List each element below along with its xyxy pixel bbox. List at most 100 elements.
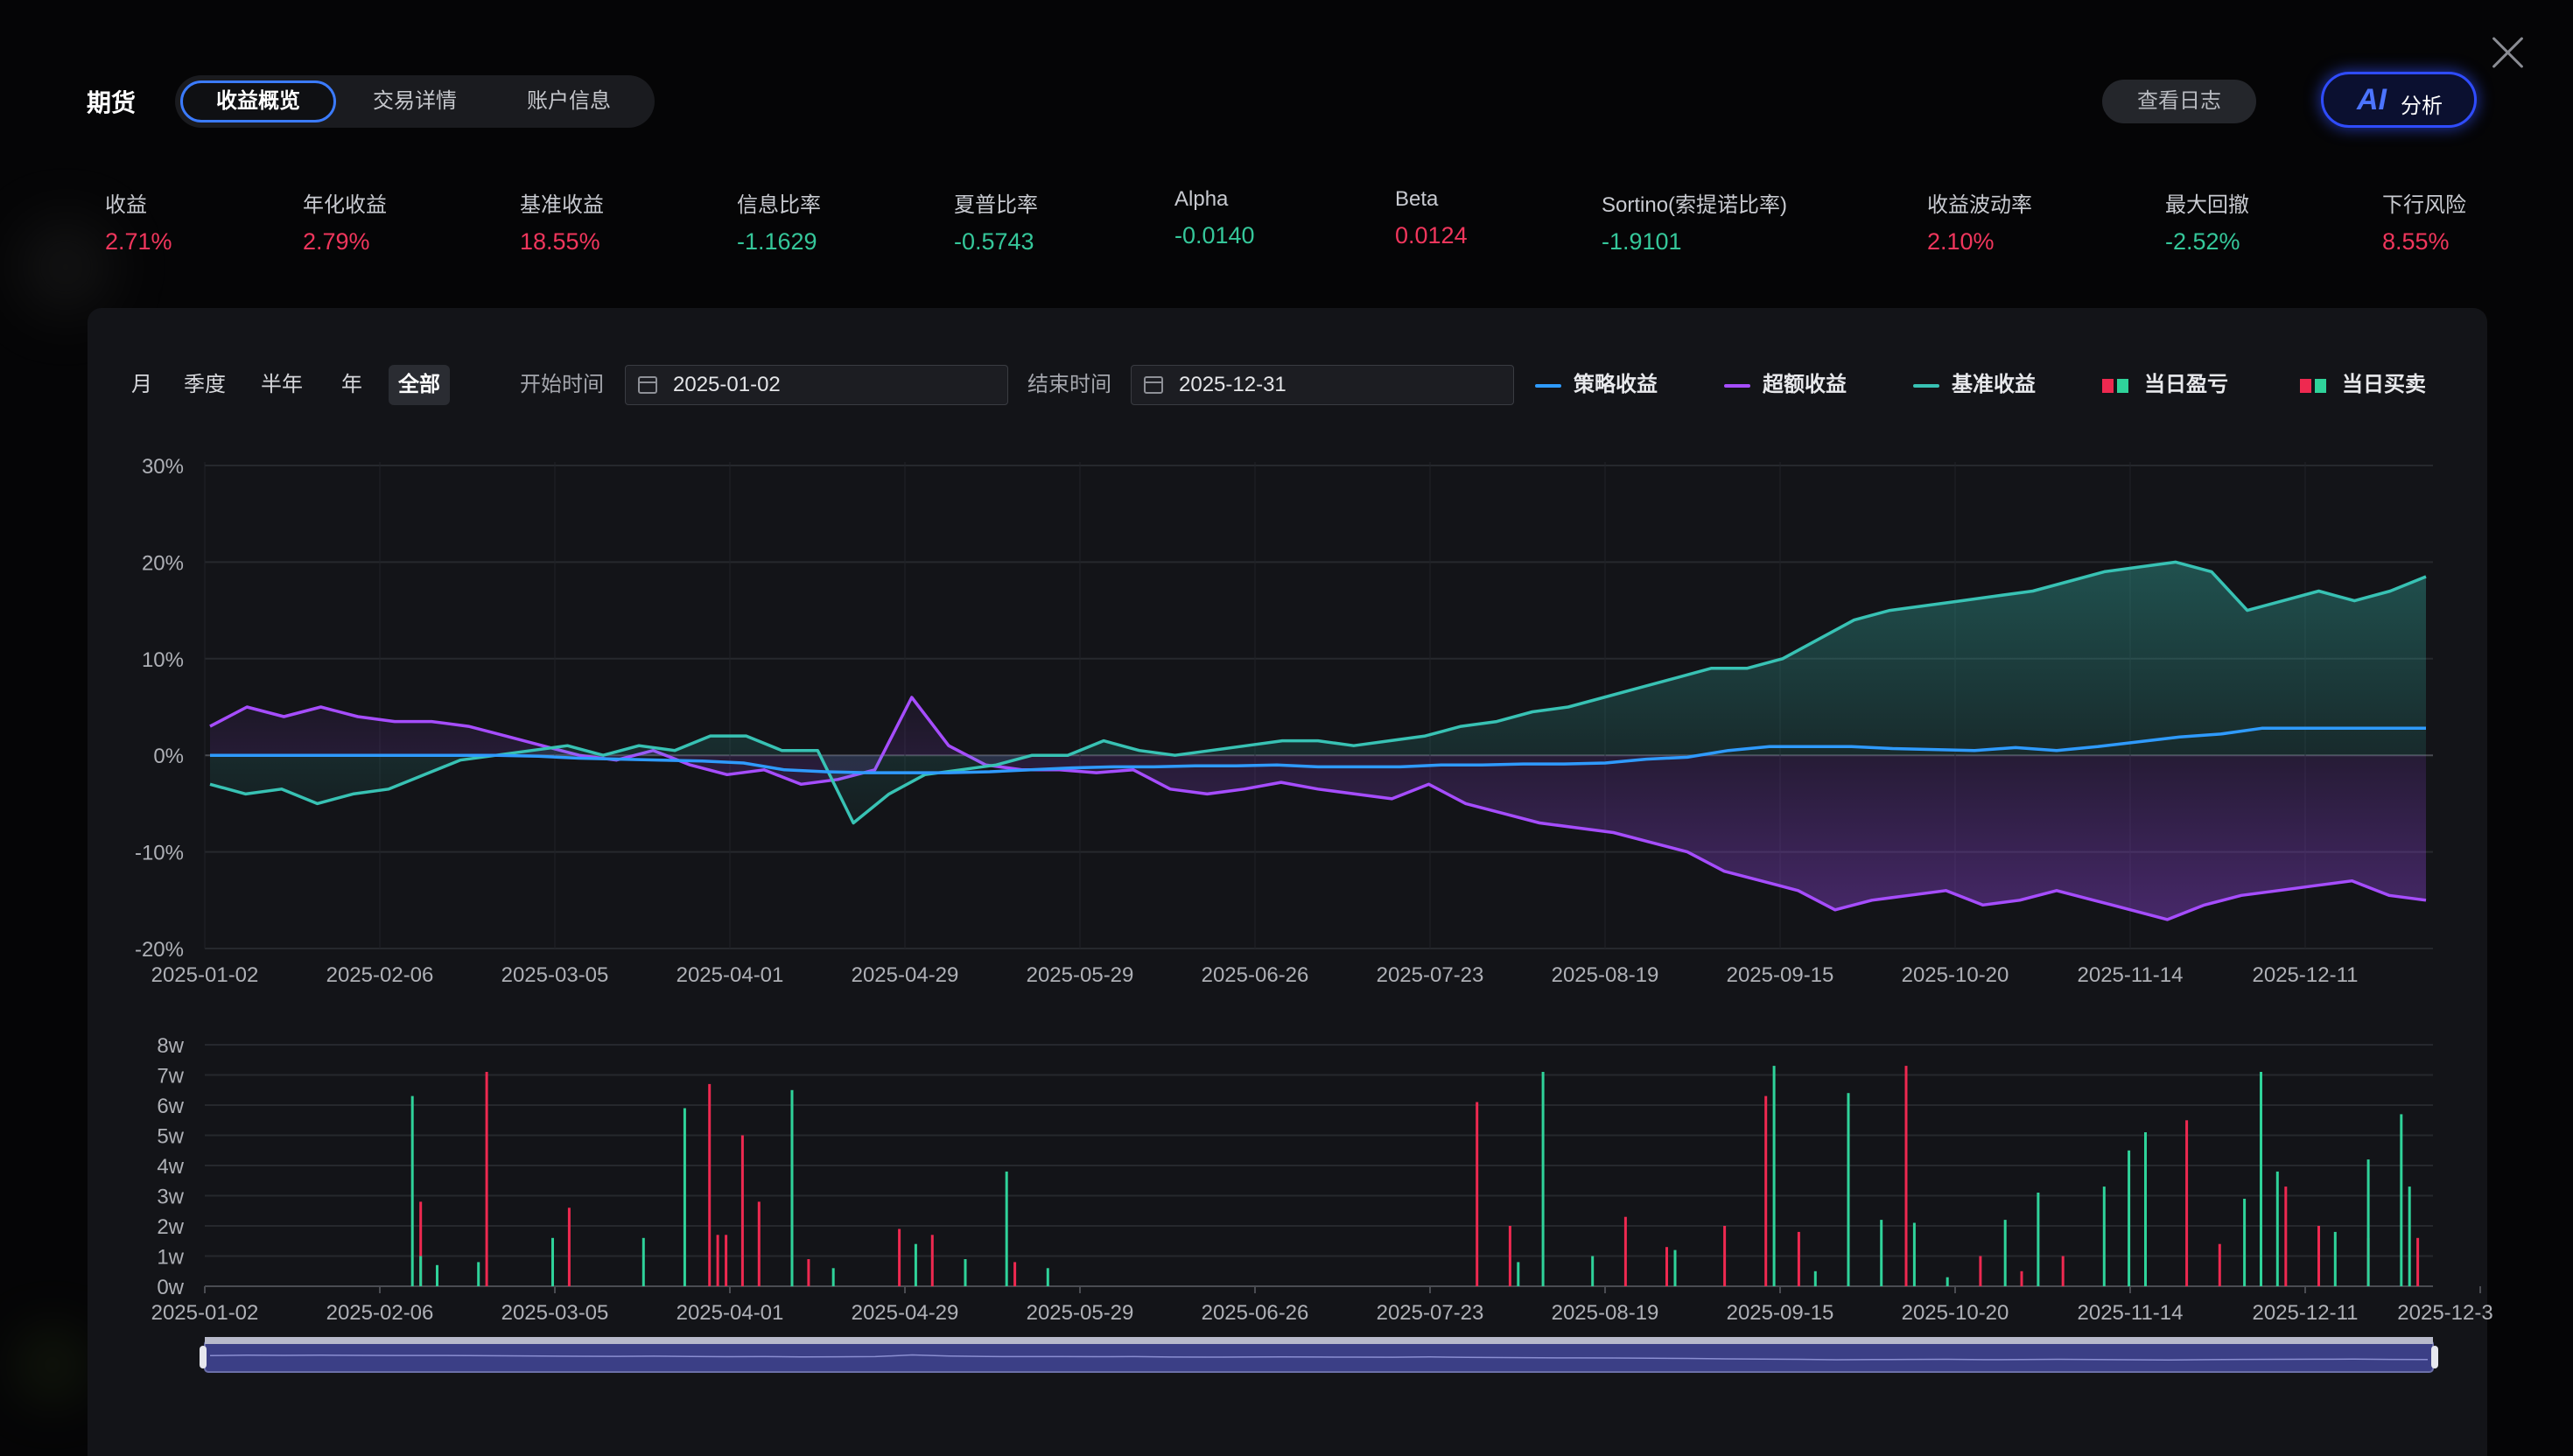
zoom-handle-right [2431,1346,2438,1368]
range-all[interactable]: 全部 [389,365,450,405]
legend-label: 策略收益 [1574,373,1658,396]
legend-label: 超额收益 [1763,373,1847,396]
range-month[interactable]: 月 [131,373,152,396]
legend-square-icon [2315,378,2326,393]
legend-square-icon [2117,378,2128,393]
buy-bar [807,1259,810,1286]
x-tick-label: 2025-02-06 [326,1301,434,1325]
legend-square-icon [2102,378,2114,393]
y-tick-label: -10% [135,842,184,865]
range-quarter[interactable]: 季度 [184,373,226,396]
buy-bar [2218,1243,2221,1286]
benchmark-return-line [209,560,2427,825]
buy-bar [1979,1256,1982,1286]
calendar-icon [1144,376,1163,394]
buy-bar [716,1235,719,1286]
sell-bar [1772,1066,1776,1286]
sell-bar [790,1089,794,1287]
x-tick-label: 2025-10-20 [1902,1301,2009,1325]
buy-bar [485,1072,488,1286]
view-log-button[interactable]: 查看日志 [2102,80,2256,123]
metric-benchmark-return: 基准收益 18.55% [520,187,604,256]
buy-bar [1013,1262,1017,1286]
tab-trade-details[interactable]: 交易详情 [373,89,457,113]
metric-label: 基准收益 [520,193,604,217]
legend-excess-return[interactable]: 超额收益 [1724,365,1847,405]
tab-account-info[interactable]: 账户信息 [527,89,611,113]
x-tick-label: 2025-11-14 [2078,963,2184,987]
buy-bar [2284,1186,2288,1286]
legend-daily-pnl[interactable]: 当日盈亏 [2102,365,2228,405]
buy-bar [419,1201,423,1286]
x-tick-label: 2025-01-02 [151,963,259,987]
metric-value: -1.9101 [1602,228,1682,255]
tab-overview[interactable]: 收益概览 [180,80,336,122]
sell-bar [1005,1171,1008,1286]
sell-bar [1880,1220,1883,1286]
sell-bar [1541,1072,1545,1286]
legend-benchmark-return[interactable]: 基准收益 [1913,365,2036,405]
metric-label: Beta [1395,187,1439,211]
legend-strategy-return[interactable]: 策略收益 [1535,365,1658,405]
metric-label: 下行风险 [2382,193,2466,217]
page-title: 期货 [87,89,137,116]
start-date-input[interactable]: 2025-01-02 [625,365,1008,405]
x-tick-label: 2025-03-05 [501,963,609,987]
legend-line-icon [1724,383,1750,388]
metrics-row: 收益 2.71% 年化收益 2.79% 基准收益 18.55% 信息比率 -1.1629… [0,187,2573,266]
metric-downside-risk: 下行风险 8.55% [2382,187,2466,256]
x-tick-label: 2025-02-06 [326,963,434,987]
sell-bar [2408,1186,2411,1286]
x-tick-label: 2025-09-15 [1727,1301,1834,1325]
strategy-return-line [210,726,2426,774]
metric-label: 夏普比率 [954,193,1038,217]
y-tick-label: 8w [157,1034,184,1058]
sell-bar [477,1262,480,1286]
y-tick-label: 4w [157,1155,184,1179]
sell-bar [2037,1193,2040,1286]
metric-return: 收益 2.71% [105,187,172,256]
range-year[interactable]: 年 [341,373,362,396]
metric-value: 0.0124 [1395,222,1468,248]
sell-bar [2275,1171,2279,1286]
sell-bar [1813,1270,1817,1287]
sell-bar [914,1243,917,1286]
buy-bar [1665,1247,1668,1286]
legend-label: 当日盈亏 [2144,373,2228,396]
buy-bar [1904,1066,1908,1286]
benchmark-return-area [210,562,2426,823]
metric-label: 信息比率 [737,193,821,217]
legend-daily-trades[interactable]: 当日买卖 [2300,365,2426,405]
sell-bar [2102,1186,2106,1286]
excess-return-area [210,697,2426,920]
y-tick-label: 7w [157,1065,184,1088]
x-tick-label: 2025-06-26 [1202,1301,1309,1325]
sell-bar [2144,1132,2147,1286]
tab-bar: 收益概览 交易详情 账户信息 [175,75,655,128]
y-tick-label: 0w [157,1276,184,1299]
start-time-label: 开始时间 [520,373,604,396]
end-date-input[interactable]: 2025-12-31 [1131,365,1514,405]
ai-analysis-button[interactable]: AI 分析 [2321,72,2477,128]
metric-max-drawdown: 最大回撤 -2.52% [2165,187,2249,256]
x-tick-label: 2025-08-19 [1552,963,1659,987]
sell-bar [2128,1150,2131,1287]
range-half-year[interactable]: 半年 [261,373,303,396]
sell-bar [2243,1199,2247,1286]
header: 期货 收益概览 交易详情 账户信息 查看日志 AI 分析 [0,0,2573,175]
sell-bar [964,1259,967,1286]
y-tick-label: 5w [157,1125,184,1149]
sell-bar [1847,1093,1850,1286]
metric-label: 收益 [105,193,147,217]
legend-square-icon [2300,378,2311,393]
x-tick-label: 2025-04-29 [852,1301,959,1325]
sell-bar [1517,1262,1520,1286]
sell-bar [410,1096,414,1286]
y-tick-label: 2w [157,1215,184,1239]
sell-bar [641,1237,645,1286]
chart-panel: 月 季度 半年 年 全部 开始时间 2025-01-02 结束时间 2025-1… [88,308,2493,1456]
sell-bar [1673,1250,1677,1286]
x-tick-label: 2025-04-01 [677,1301,784,1325]
x-tick-label: 2025-04-29 [852,963,959,987]
